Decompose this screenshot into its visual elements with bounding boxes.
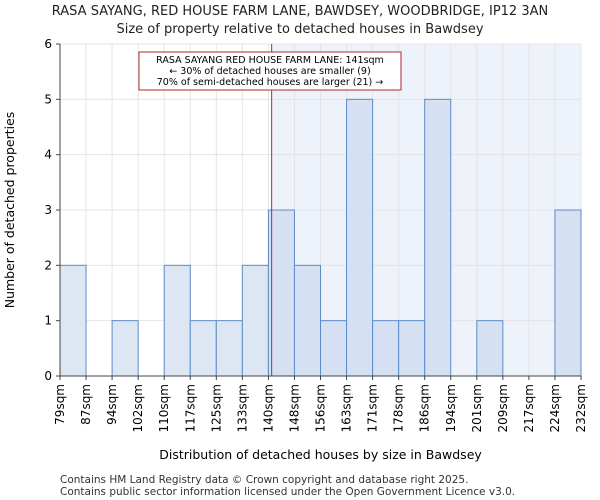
histogram-bar <box>241 264 269 377</box>
x-tick-label: 224sqm <box>548 384 562 432</box>
histogram-bar <box>320 320 348 377</box>
footer-line-2: Contains public sector information licen… <box>60 486 516 498</box>
x-tick-label: 178sqm <box>392 384 406 432</box>
histogram-bar <box>189 320 217 377</box>
y-tick-label: 5 <box>44 92 52 106</box>
x-tick-label: 171sqm <box>366 384 380 432</box>
x-tick-label: 102sqm <box>131 384 145 432</box>
y-tick-label: 4 <box>44 148 52 162</box>
y-tick-label: 1 <box>44 314 52 328</box>
histogram-bar <box>346 98 374 377</box>
footer-line-1: Contains HM Land Registry data © Crown c… <box>60 474 469 486</box>
x-axis-label: Distribution of detached houses by size … <box>159 447 482 462</box>
histogram-bar <box>554 209 582 377</box>
x-tick-label: 156sqm <box>314 384 328 432</box>
histogram-bar <box>476 320 504 377</box>
y-tick-label: 6 <box>44 37 52 51</box>
x-tick-label: 117sqm <box>183 384 197 432</box>
x-tick-label: 194sqm <box>444 384 458 432</box>
x-tick-label: 140sqm <box>261 384 275 432</box>
x-tick-label: 94sqm <box>105 384 119 425</box>
chart-title: RASA SAYANG, RED HOUSE FARM LANE, BAWDSE… <box>51 4 549 19</box>
x-tick-label: 186sqm <box>418 384 432 432</box>
y-tick-label: 2 <box>44 258 52 272</box>
y-axis-label: Number of detached properties <box>2 112 17 309</box>
x-tick-label: 87sqm <box>79 384 93 425</box>
x-tick-label: 201sqm <box>470 384 484 432</box>
histogram-bar <box>59 264 87 377</box>
annotation-line-1: RASA SAYANG RED HOUSE FARM LANE: 141sqm <box>156 55 384 66</box>
y-tick-label: 0 <box>44 369 52 383</box>
histogram-bar <box>293 264 322 377</box>
x-tick-label: 133sqm <box>235 384 249 432</box>
annotation-box: RASA SAYANG RED HOUSE FARM LANE: 141sqm … <box>138 51 402 91</box>
annotation-line-3: 70% of semi-detached houses are larger (… <box>157 77 384 88</box>
x-tick-label: 217sqm <box>522 384 536 432</box>
histogram-bar <box>372 320 400 377</box>
histogram-bar <box>163 264 191 377</box>
x-tick-label: 79sqm <box>53 384 67 425</box>
histogram-bar <box>111 320 139 377</box>
x-tick-label: 125sqm <box>209 384 223 432</box>
x-tick-label: 163sqm <box>340 384 354 432</box>
x-tick-label: 232sqm <box>574 384 588 432</box>
annotation-line-2: ← 30% of detached houses are smaller (9) <box>169 66 370 77</box>
histogram-bar <box>398 320 426 377</box>
histogram-bar <box>215 320 243 377</box>
histogram-bar <box>424 98 452 377</box>
histogram-bar <box>267 209 295 377</box>
chart-subtitle: Size of property relative to detached ho… <box>116 22 484 37</box>
x-tick-label: 110sqm <box>157 384 171 432</box>
x-tick-label: 209sqm <box>496 384 510 432</box>
x-tick-label: 148sqm <box>287 384 301 432</box>
y-tick-label: 3 <box>44 203 52 217</box>
